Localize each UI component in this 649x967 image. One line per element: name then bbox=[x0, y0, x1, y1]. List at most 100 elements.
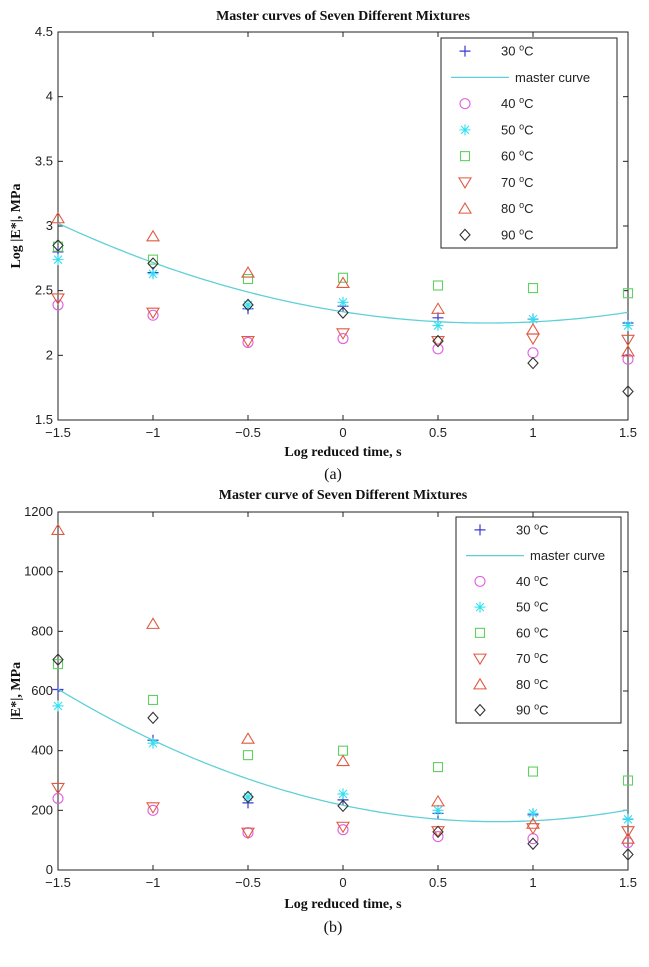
legend-marker bbox=[458, 177, 472, 189]
series-80-c bbox=[51, 523, 635, 844]
data-point bbox=[147, 268, 159, 280]
legend-marker bbox=[459, 98, 471, 110]
data-point bbox=[337, 296, 349, 308]
data-point bbox=[527, 347, 539, 359]
data-point bbox=[526, 322, 540, 335]
chart-title: Master curves of Seven Different Mixture… bbox=[216, 9, 470, 24]
data-point bbox=[146, 802, 160, 814]
legend-marker bbox=[458, 202, 472, 214]
data-point bbox=[432, 343, 444, 355]
data-point bbox=[432, 825, 444, 839]
legend-label: 40 oC bbox=[501, 95, 533, 111]
panel-caption: (a) bbox=[324, 466, 342, 483]
panel-caption: (b) bbox=[324, 919, 343, 936]
chart-b: Master curve of Seven Different Mixtures… bbox=[9, 488, 637, 936]
x-tick-label: 1 bbox=[529, 875, 536, 890]
y-tick-label: 600 bbox=[31, 683, 53, 698]
data-point bbox=[432, 831, 444, 843]
data-point bbox=[621, 832, 635, 844]
data-point bbox=[432, 804, 444, 816]
x-tick-label: −0.5 bbox=[235, 875, 261, 890]
data-point bbox=[432, 334, 444, 348]
x-tick-label: 0.5 bbox=[429, 425, 447, 440]
legend-marker bbox=[474, 627, 486, 638]
data-point bbox=[527, 837, 539, 851]
data-point bbox=[242, 750, 254, 761]
data-point bbox=[52, 700, 64, 712]
data-point bbox=[527, 313, 539, 325]
data-point bbox=[432, 320, 444, 332]
data-point bbox=[622, 385, 634, 398]
series-90-c bbox=[52, 653, 634, 861]
y-tick-label: 1000 bbox=[24, 564, 53, 579]
data-point bbox=[51, 523, 65, 535]
x-tick-label: 0 bbox=[339, 425, 346, 440]
data-point bbox=[147, 804, 159, 816]
data-point bbox=[52, 299, 64, 311]
series-70-c bbox=[51, 293, 635, 348]
data-point bbox=[527, 807, 539, 819]
legend-label: 70 oC bbox=[516, 650, 548, 666]
legend-marker bbox=[473, 677, 487, 690]
data-point bbox=[621, 826, 635, 838]
y-tick-label: 400 bbox=[31, 743, 53, 758]
legend-label: 90 oC bbox=[516, 702, 548, 718]
data-point bbox=[337, 788, 349, 800]
data-point bbox=[527, 283, 539, 294]
legend-marker bbox=[473, 653, 487, 666]
x-tick-label: −1.5 bbox=[45, 875, 71, 890]
data-point bbox=[146, 617, 160, 629]
data-point bbox=[241, 265, 255, 278]
data-point bbox=[622, 288, 634, 299]
x-tick-label: 1.5 bbox=[619, 425, 637, 440]
legend-label: 80 oC bbox=[501, 200, 533, 216]
data-point bbox=[526, 333, 540, 346]
data-point bbox=[336, 328, 350, 340]
data-point bbox=[431, 794, 445, 807]
x-tick-label: −1 bbox=[146, 425, 161, 440]
legend-label: 30 oC bbox=[516, 521, 548, 537]
y-tick-label: 2 bbox=[46, 347, 53, 362]
data-point bbox=[52, 239, 64, 252]
x-tick-label: 1.5 bbox=[619, 875, 637, 890]
x-tick-label: 1 bbox=[529, 425, 536, 440]
data-point bbox=[146, 229, 160, 242]
y-tick-label: 1.5 bbox=[35, 412, 53, 427]
legend-marker bbox=[474, 601, 486, 613]
data-point bbox=[241, 732, 255, 744]
data-point bbox=[621, 334, 635, 347]
data-point bbox=[337, 824, 349, 836]
data-point bbox=[526, 817, 540, 829]
data-point bbox=[147, 309, 159, 321]
data-point bbox=[336, 821, 350, 834]
data-point bbox=[146, 307, 160, 320]
data-point bbox=[432, 762, 444, 773]
data-point bbox=[336, 276, 350, 288]
data-point bbox=[242, 790, 254, 804]
legend-label: 30 oC bbox=[501, 43, 533, 59]
data-point bbox=[527, 766, 539, 777]
data-point bbox=[51, 293, 65, 305]
data-point bbox=[147, 694, 159, 706]
series-60-c bbox=[52, 241, 634, 299]
legend-label: 40 oC bbox=[516, 573, 548, 589]
data-point bbox=[622, 353, 634, 365]
legend-label: 90 oC bbox=[501, 226, 533, 242]
data-point bbox=[622, 848, 634, 861]
series-50-c bbox=[52, 254, 634, 332]
data-point bbox=[337, 272, 349, 283]
data-point bbox=[432, 280, 444, 291]
data-point bbox=[52, 653, 64, 666]
y-tick-label: 800 bbox=[31, 623, 53, 638]
legend-marker bbox=[459, 124, 471, 136]
chart-title: Master curve of Seven Different Mixtures bbox=[219, 488, 468, 503]
legend-marker bbox=[459, 151, 471, 162]
x-axis-label: Log reduced time, s bbox=[284, 445, 402, 460]
data-point bbox=[431, 302, 445, 314]
x-tick-label: −1 bbox=[146, 875, 161, 890]
legend-label: 60 oC bbox=[516, 624, 548, 640]
data-point bbox=[622, 813, 634, 825]
legend-label: 50 oC bbox=[501, 121, 533, 137]
data-point bbox=[527, 356, 539, 370]
